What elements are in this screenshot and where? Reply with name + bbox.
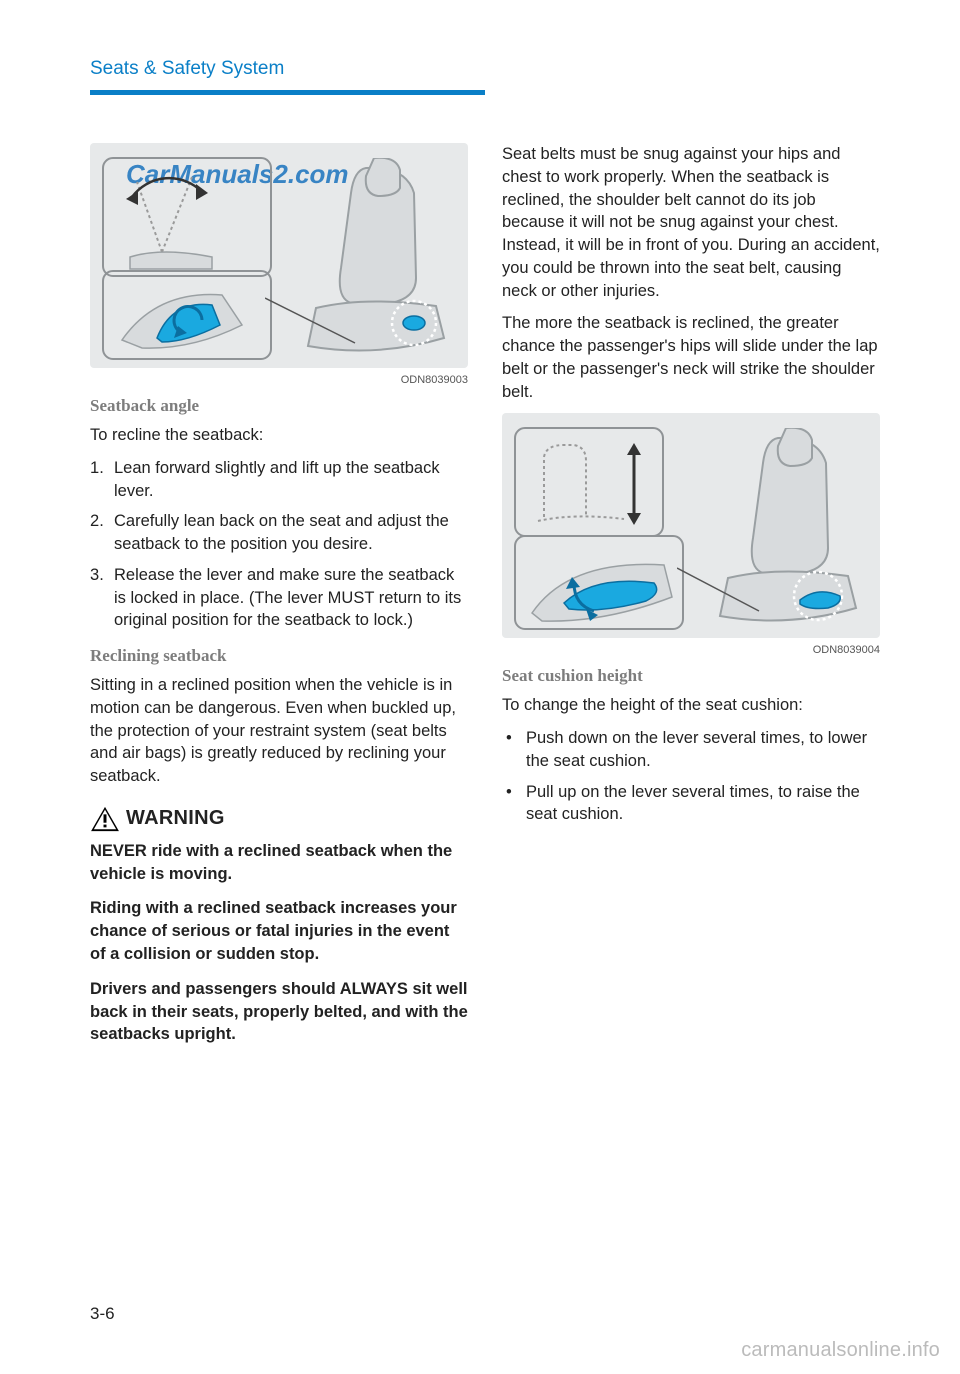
warning-header: WARNING — [90, 806, 468, 832]
seatback-diagram-inset-icon — [102, 157, 272, 277]
paragraph: The more the seatback is reclined, the g… — [502, 312, 880, 403]
subheading-seatback-angle: Seatback angle — [90, 396, 468, 416]
bullet-item: Pull up on the lever several times, to r… — [502, 781, 880, 827]
figure-caption: ODN8039003 — [90, 374, 468, 386]
figure-seatback-angle: CarManuals2.com — [90, 143, 468, 368]
warning-triangle-icon — [90, 806, 120, 832]
right-column: Seat belts must be snug against your hip… — [502, 143, 880, 1058]
footer-watermark: carmanualsonline.info — [741, 1339, 940, 1362]
manual-page: Seats & Safety System CarManuals2.com — [0, 0, 960, 1374]
height-lever-inset-icon — [514, 535, 684, 630]
steps-list: Lean forward slightly and lift up the se… — [90, 457, 468, 632]
warning-paragraph: Riding with a reclined seatback increase… — [90, 897, 468, 965]
seatback-lever-inset-icon — [102, 270, 272, 360]
intro-text: To change the height of the seat cushion… — [502, 694, 880, 717]
step-item: Release the lever and make sure the seat… — [90, 564, 468, 632]
intro-text: To recline the seatback: — [90, 424, 468, 447]
header-rule — [90, 90, 485, 95]
seat-height-inset-icon — [514, 427, 664, 537]
paragraph: Sitting in a reclined position when the … — [90, 674, 468, 788]
step-item: Carefully lean back on the seat and adju… — [90, 510, 468, 556]
warning-label: WARNING — [126, 807, 225, 830]
warning-paragraph: Drivers and passengers should ALWAYS sit… — [90, 978, 468, 1046]
leader-line-icon — [265, 293, 365, 353]
subheading-cushion-height: Seat cushion height — [502, 666, 880, 686]
figure-seat-height — [502, 413, 880, 638]
page-number: 3-6 — [90, 1304, 115, 1324]
paragraph: Seat belts must be snug against your hip… — [502, 143, 880, 302]
bullet-list: Push down on the lever several times, to… — [502, 727, 880, 826]
warning-paragraph: NEVER ride with a reclined seatback when… — [90, 840, 468, 886]
leader-line-icon — [677, 563, 767, 618]
figure-caption: ODN8039004 — [502, 644, 880, 656]
step-item: Lean forward slightly and lift up the se… — [90, 457, 468, 503]
bullet-item: Push down on the lever several times, to… — [502, 727, 880, 773]
warning-block: WARNING NEVER ride with a reclined seatb… — [90, 806, 468, 1046]
content-columns: CarManuals2.com — [90, 143, 880, 1058]
subheading-reclining: Reclining seatback — [90, 646, 468, 666]
section-header: Seats & Safety System — [90, 58, 880, 80]
left-column: CarManuals2.com — [90, 143, 468, 1058]
